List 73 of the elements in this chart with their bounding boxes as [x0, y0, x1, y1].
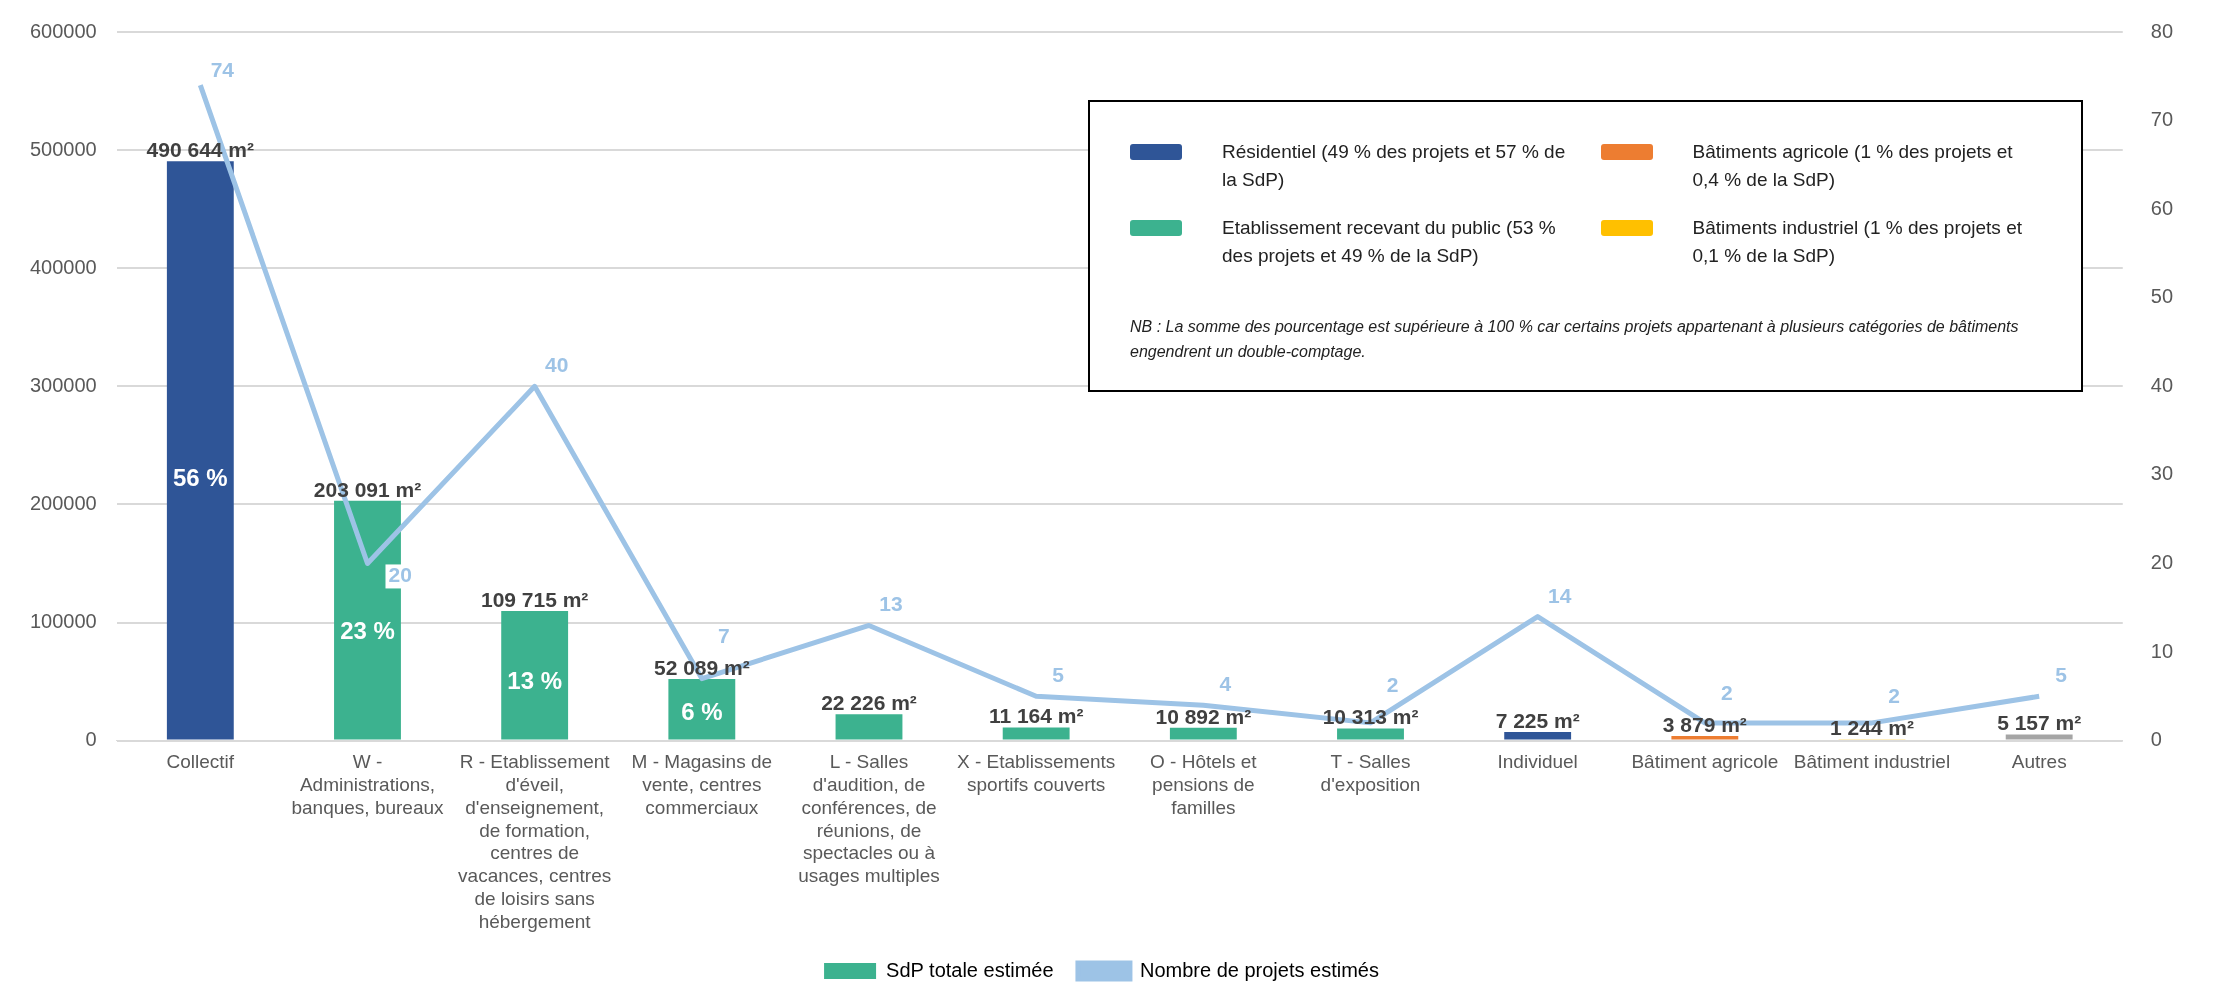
bar — [1002, 727, 1070, 740]
bar — [166, 161, 234, 740]
annotation: 13 % — [507, 666, 563, 694]
y-tick-label: 300000 — [29, 373, 97, 396]
x-tick-label: Collectif — [166, 751, 235, 773]
x-tick-label: Bâtiment agricole — [1631, 751, 1779, 773]
y2-tick-label: 80 — [2150, 19, 2173, 42]
legend-label: SdP totale estimée — [886, 958, 1054, 981]
data-label: 14 — [1547, 583, 1572, 607]
data-label: 2 — [1888, 684, 1900, 708]
x-tick-label: Bâtiment industriel — [1793, 751, 1951, 773]
annotation: Etablissement recevant du public (53 % des projets et 49 % de la SdP) — [1222, 216, 1557, 268]
data-label: 109 715 m² — [480, 587, 589, 611]
y-tick-label: 600000 — [29, 19, 97, 42]
x-tick-label: X - Etablissements sportifs couverts — [956, 751, 1116, 796]
data-label: 1 244 m² — [1829, 715, 1915, 739]
y-tick-label: 400000 — [29, 255, 97, 278]
data-label: 5 — [2055, 663, 2068, 687]
y-tick-label: 200000 — [29, 491, 97, 514]
y2-tick-label: 0 — [2150, 728, 2162, 751]
data-label: 11 164 m² — [988, 704, 1084, 728]
annotation: Bâtiments agricole (1 % des projets et 0,4 % de la SdP) — [1692, 140, 2014, 192]
annotation: 23 % — [340, 617, 395, 645]
data-label: 13 — [879, 592, 903, 616]
data-label: 5 157 m² — [1997, 711, 2082, 735]
bar — [501, 611, 569, 740]
data-label: 7 — [717, 624, 730, 648]
y2-tick-label: 10 — [2150, 639, 2173, 662]
y-tick-label: 0 — [85, 728, 97, 751]
data-label: 2 — [1720, 681, 1733, 705]
x-tick-label: R - Etablissement d'éveil, d'enseignement, de formation, centres de vacances, centres de loisirs sans hébergement — [458, 751, 612, 932]
x-tick-label: T - Salles d'exposition — [1320, 751, 1421, 796]
annotation: 6 % — [681, 697, 723, 725]
y-tick-label: 500000 — [29, 137, 97, 160]
bar — [668, 679, 736, 740]
data-label: 52 089 m² — [653, 655, 750, 679]
bar — [1671, 736, 1739, 740]
bar — [1504, 732, 1572, 740]
y2-tick-label: 20 — [2150, 550, 2173, 573]
y2-tick-label: 40 — [2150, 373, 2173, 396]
bar — [1169, 727, 1237, 740]
data-label: 74 — [210, 57, 235, 81]
annotation: Résidentiel (49 % des projets et 57 % de la SdP) — [1222, 140, 1567, 192]
data-label: 490 644 m² — [146, 137, 255, 161]
y2-tick-label: 30 — [2150, 462, 2173, 485]
data-label: 22 226 m² — [821, 691, 917, 715]
annotation: 56 % — [172, 464, 228, 492]
data-label: 10 313 m² — [1322, 705, 1419, 729]
x-tick-label: L - Salles d'audition, de conférences, de réunions, de spectacles ou à usages multiples — [798, 751, 940, 887]
data-label: 3 879 m² — [1662, 712, 1747, 736]
y2-tick-label: 60 — [2150, 196, 2173, 219]
data-label: 40 — [544, 353, 569, 377]
x-tick-label: Autres — [2011, 751, 2067, 773]
x-tick-label: W - Administrations, banques, bureaux — [291, 751, 445, 818]
x-tick-label: M - Magasins de vente, centres commerciaux — [631, 751, 773, 818]
data-label: 4 — [1219, 672, 1232, 696]
x-tick-label: Individuel — [1497, 751, 1578, 773]
bar — [1337, 728, 1404, 740]
bar — [835, 714, 903, 740]
annotation: Bâtiments industriel (1 % des projets et 0,1 % de la SdP) — [1692, 216, 2023, 268]
y2-tick-label: 50 — [2150, 285, 2173, 308]
data-label: 20 — [388, 563, 412, 587]
data-label: 5 — [1052, 663, 1065, 687]
y2-tick-label: 70 — [2150, 108, 2173, 131]
data-label: 2 — [1386, 673, 1399, 697]
data-label: 10 892 m² — [1155, 704, 1252, 728]
data-label: 7 225 m² — [1495, 708, 1580, 732]
annotation: NB : La somme des pourcentage est supérieure à 100 % car certains projets appartenant à plusieurs catégories de bâtiments engendrent un double-comptage. — [1130, 317, 2020, 362]
x-tick-label: O - Hôtels et pensions de familles — [1150, 751, 1258, 818]
legend-label: Nombre de projets estimés — [1139, 958, 1379, 981]
y-tick-label: 100000 — [29, 610, 97, 633]
bar — [2005, 734, 2073, 740]
data-label: 203 091 m² — [313, 477, 422, 501]
